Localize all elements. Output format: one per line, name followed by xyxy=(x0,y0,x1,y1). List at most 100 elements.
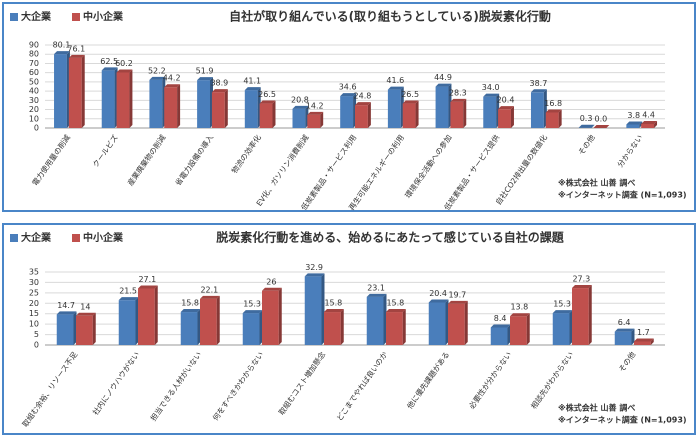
bar-top xyxy=(490,324,511,328)
bar-side xyxy=(340,309,344,345)
value-label: 28.3 xyxy=(449,88,467,97)
bar xyxy=(242,313,260,345)
bar-top xyxy=(116,69,133,73)
bar-top xyxy=(634,338,654,342)
bar-top xyxy=(545,109,562,113)
bar xyxy=(498,109,511,128)
bar-top xyxy=(498,106,514,110)
bar xyxy=(448,303,465,345)
value-label: 15.3 xyxy=(553,300,571,309)
bar-top xyxy=(259,100,276,104)
value-label: 24.8 xyxy=(354,92,372,101)
y-tick-label: 35 xyxy=(29,268,39,277)
legend-label: 大企業 xyxy=(21,10,52,23)
bar-side xyxy=(272,100,276,128)
bar xyxy=(402,103,416,128)
bar-top xyxy=(307,111,324,115)
bar-side xyxy=(224,89,228,128)
bar-top xyxy=(54,51,70,55)
value-label: 26.5 xyxy=(401,90,419,99)
bar xyxy=(355,105,368,128)
bar-top xyxy=(448,300,468,304)
value-label: 1.7 xyxy=(637,328,650,337)
bar-side xyxy=(507,324,511,345)
note: ※株式会社 山善 調べ xyxy=(558,403,635,413)
y-tick-label: 30 xyxy=(29,278,39,287)
value-label: 13.8 xyxy=(510,303,528,312)
bar xyxy=(324,312,341,345)
bar xyxy=(149,79,163,128)
bar xyxy=(387,89,401,128)
value-label: 38.9 xyxy=(210,79,228,88)
value-label: 44.9 xyxy=(434,73,452,82)
legend-swatch xyxy=(10,234,18,242)
bar xyxy=(435,86,449,128)
value-label: 3.8 xyxy=(627,111,640,120)
bar-side xyxy=(177,84,181,128)
bar-top xyxy=(402,100,419,104)
value-label: 62.5 xyxy=(100,57,118,66)
bar-top xyxy=(593,125,610,128)
y-tick-label: 10 xyxy=(29,320,39,329)
bar xyxy=(211,92,225,128)
y-tick-label: 20 xyxy=(29,299,39,308)
value-label: 0.3 xyxy=(580,114,593,123)
bar-side xyxy=(402,309,406,345)
bar xyxy=(552,313,570,345)
bar xyxy=(180,312,198,345)
bar-top xyxy=(387,86,404,90)
value-label: 15.8 xyxy=(181,299,199,308)
bar-top xyxy=(324,309,344,313)
bar-top xyxy=(530,89,547,93)
bar xyxy=(530,92,544,128)
bar-side xyxy=(154,285,158,345)
value-label: 27.3 xyxy=(572,275,590,284)
bar-top xyxy=(211,89,228,93)
bar-side xyxy=(321,273,325,345)
y-tick-label: 90 xyxy=(29,41,39,50)
value-label: 41.1 xyxy=(243,77,261,86)
bar xyxy=(307,114,321,128)
note: ※インターネット調査 (N=1,093) xyxy=(558,415,687,425)
bar-top xyxy=(76,312,96,316)
bar xyxy=(262,290,279,345)
bar-top xyxy=(138,285,158,289)
bar-side xyxy=(654,120,658,128)
value-label: 20.4 xyxy=(497,96,515,105)
value-label: 20.4 xyxy=(429,289,447,298)
value-label: 27.1 xyxy=(138,275,156,284)
bar xyxy=(641,123,655,128)
bar-side xyxy=(278,287,282,345)
y-tick-label: 5 xyxy=(34,330,39,339)
bar-side xyxy=(367,102,371,128)
bar xyxy=(304,276,322,345)
bar-top xyxy=(197,77,213,81)
bar-top xyxy=(552,310,573,314)
bar-side xyxy=(320,111,324,128)
bar xyxy=(450,101,464,128)
bar xyxy=(197,80,210,128)
value-label: 51.9 xyxy=(196,67,214,76)
bar xyxy=(118,300,136,345)
bar-top xyxy=(340,93,357,97)
bar-top xyxy=(101,67,118,71)
bar xyxy=(545,112,559,128)
value-label: 32.9 xyxy=(305,263,323,272)
value-label: 19.7 xyxy=(448,290,466,299)
bar xyxy=(116,72,130,128)
bar-top xyxy=(572,285,592,289)
value-label: 76.1 xyxy=(67,44,85,53)
bar-side xyxy=(588,285,592,345)
bar-top xyxy=(164,84,181,88)
bar xyxy=(386,312,403,345)
value-label: 52.2 xyxy=(148,66,166,75)
bar-top xyxy=(292,105,309,109)
y-tick-label: 30 xyxy=(29,96,39,105)
bar-side xyxy=(415,100,419,128)
bar xyxy=(483,96,497,128)
value-label: 8.4 xyxy=(494,314,507,323)
bar-side xyxy=(135,297,139,345)
bar xyxy=(56,314,74,345)
legend-label: 中小企業 xyxy=(83,231,124,244)
